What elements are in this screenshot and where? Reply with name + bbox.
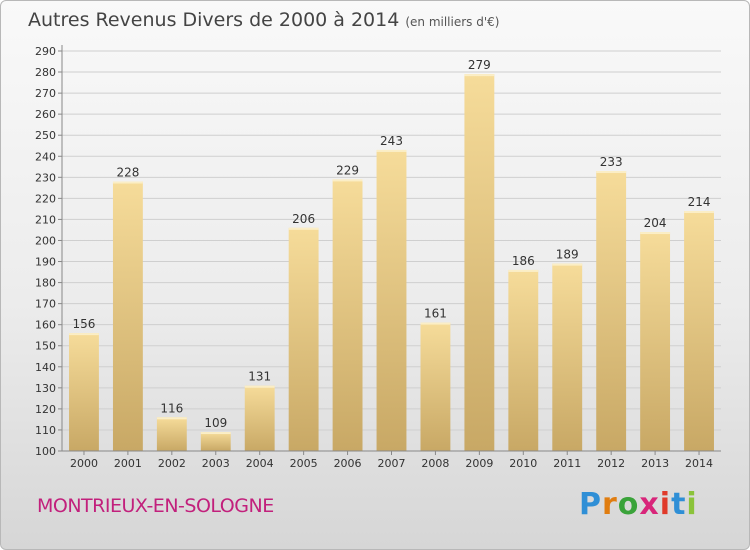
data-label: 109 <box>204 416 227 430</box>
logo-letter: t <box>671 487 687 522</box>
bar-2013 <box>640 232 671 451</box>
y-tick-label: 150 <box>35 340 56 353</box>
bar-2011 <box>552 263 583 451</box>
data-label: 229 <box>336 163 359 177</box>
data-label: 189 <box>556 248 579 262</box>
bar-highlight <box>376 149 407 152</box>
bar-highlight <box>244 385 275 388</box>
data-label: 131 <box>248 370 271 384</box>
bar-highlight <box>332 179 363 182</box>
bar-2004 <box>244 385 275 451</box>
logo-letter: r <box>602 487 618 522</box>
y-tick-label: 270 <box>35 87 56 100</box>
logo-letter: P <box>579 487 602 522</box>
x-tick-label: 2009 <box>465 457 493 470</box>
logo-letter: i <box>686 487 698 522</box>
bar-highlight <box>596 171 627 173</box>
x-tick-label: 2002 <box>158 457 186 470</box>
y-tick-label: 190 <box>35 256 56 269</box>
data-label: 156 <box>73 317 96 331</box>
y-tick-label: 170 <box>35 298 56 311</box>
data-label: 233 <box>600 155 623 169</box>
bar-highlight <box>200 432 231 435</box>
y-tick-label: 140 <box>35 361 56 374</box>
x-tick-label: 2010 <box>509 457 537 470</box>
logo-letter: x <box>639 487 660 522</box>
x-tick-label: 2001 <box>114 457 142 470</box>
x-tick-label: 2006 <box>334 457 362 470</box>
y-tick-label: 290 <box>35 45 56 58</box>
y-tick-label: 280 <box>35 66 56 79</box>
proxiti-logo: Proxiti <box>579 487 698 522</box>
x-tick-label: 2005 <box>290 457 318 470</box>
x-tick-label: 2013 <box>641 457 669 470</box>
bar-highlight <box>684 211 714 213</box>
y-tick-label: 100 <box>35 445 56 458</box>
x-tick-label: 2011 <box>553 457 581 470</box>
bar-highlight <box>69 333 99 336</box>
bar-highlight <box>508 269 539 272</box>
bar-2010 <box>508 269 539 451</box>
bar-2012 <box>596 171 627 451</box>
y-tick-label: 220 <box>35 192 56 205</box>
y-tick-label: 180 <box>35 277 56 290</box>
axis-layer: 100 110 120 130 140 150 160 170 180 190 200 210 220 2… <box>35 45 721 470</box>
bar-highlight <box>112 181 143 184</box>
data-label: 116 <box>160 401 183 415</box>
y-tick-label: 160 <box>35 319 56 332</box>
bar-highlight <box>464 74 495 77</box>
data-label: 228 <box>116 166 139 180</box>
y-tick-label: 210 <box>35 213 56 226</box>
bar-2000 <box>69 333 99 451</box>
location-name: MONTRIEUX-EN-SOLOGNE <box>37 495 274 517</box>
x-tick-label: 2007 <box>378 457 406 470</box>
bar-2001 <box>112 181 143 452</box>
bar-2003 <box>200 432 231 451</box>
bar-highlight <box>552 263 583 266</box>
y-tick-label: 240 <box>35 150 56 163</box>
x-tick-label: 2012 <box>597 457 625 470</box>
y-tick-label: 130 <box>35 382 56 395</box>
bar-2009 <box>464 74 495 451</box>
y-tick-label: 120 <box>35 403 56 416</box>
bar-highlight <box>640 232 671 235</box>
chart-subtitle: (en milliers d'€) <box>405 15 500 29</box>
y-tick-label: 110 <box>35 424 56 437</box>
y-tick-label: 260 <box>35 108 56 121</box>
bar-layer: 156 228 116 109 131 206 229 243 161 279 186 189 233 2… <box>69 58 714 452</box>
bar-highlight <box>288 227 319 230</box>
x-tick-label: 2004 <box>246 457 274 470</box>
chart-title-text: Autres Revenus Divers de 2000 à 2014 <box>28 9 400 31</box>
data-label: 243 <box>380 134 403 148</box>
x-tick-label: 2003 <box>202 457 230 470</box>
data-label: 161 <box>424 307 447 321</box>
data-label: 186 <box>512 254 535 268</box>
data-label: 214 <box>688 195 711 209</box>
bar-2005 <box>288 227 319 451</box>
data-label: 206 <box>292 212 315 226</box>
logo-letter: o <box>617 487 640 522</box>
bar-2008 <box>420 322 451 451</box>
data-label: 279 <box>468 58 491 72</box>
bar-highlight <box>420 322 451 325</box>
bar-2014 <box>684 211 714 451</box>
bar-2007 <box>376 149 407 451</box>
data-label: 204 <box>644 216 667 230</box>
logo-letter: i <box>659 487 672 522</box>
x-tick-label: 2000 <box>70 457 98 470</box>
y-tick-label: 230 <box>35 171 56 184</box>
x-tick-label: 2014 <box>685 457 713 470</box>
bar-2006 <box>332 179 363 451</box>
bar-highlight <box>156 417 187 420</box>
chart-title: Autres Revenus Divers de 2000 à 2014 (en … <box>28 9 499 31</box>
y-tick-label: 250 <box>35 129 56 142</box>
x-tick-label: 2008 <box>421 457 449 470</box>
bar-2002 <box>156 417 187 451</box>
y-tick-label: 200 <box>35 234 56 247</box>
